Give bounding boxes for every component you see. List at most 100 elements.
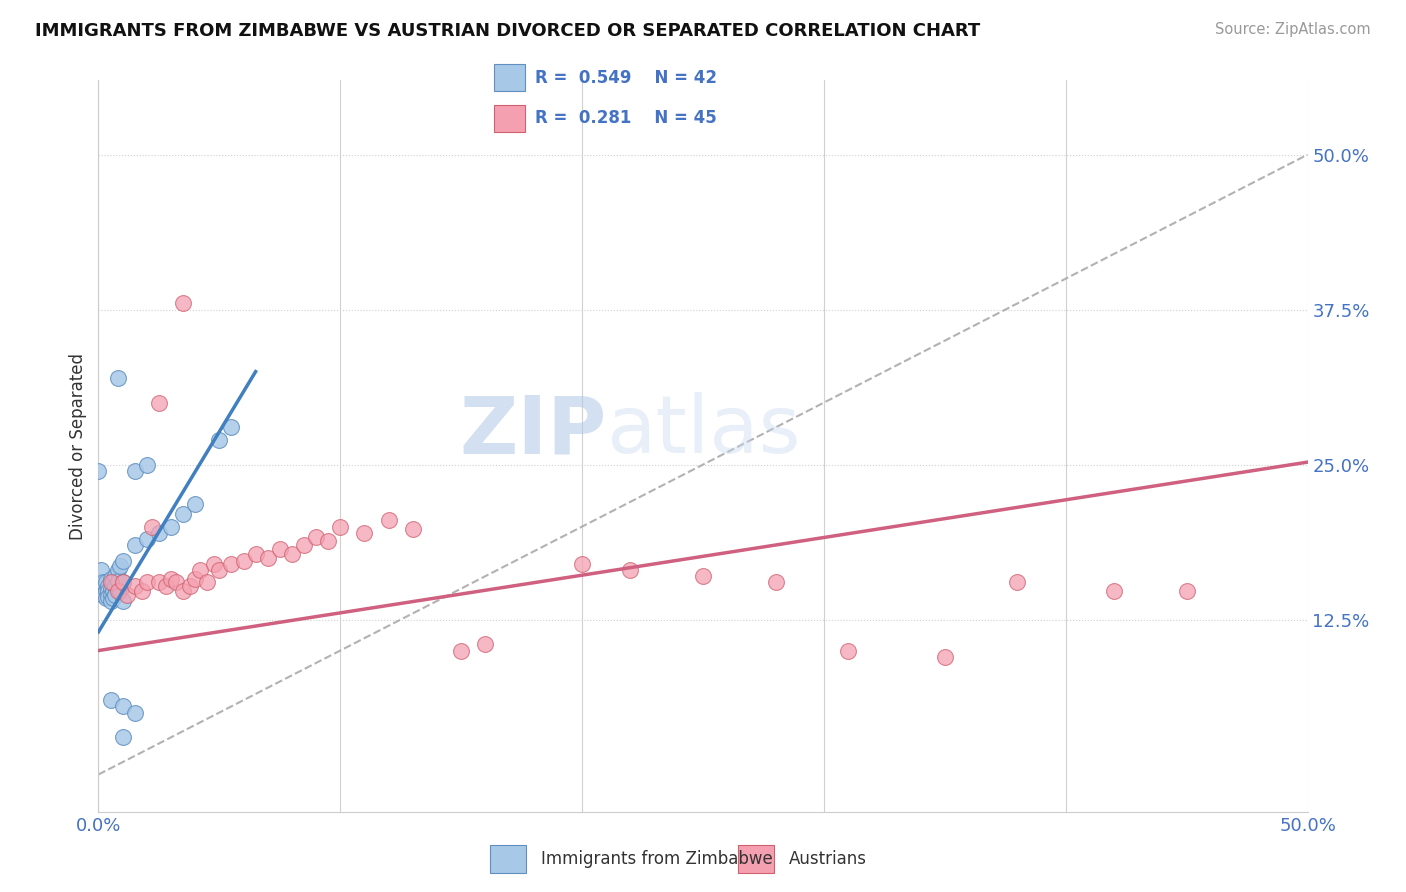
Text: R =  0.549    N = 42: R = 0.549 N = 42 — [534, 69, 717, 87]
Point — [94, 575, 117, 590]
Point — [107, 574, 129, 588]
Point — [221, 420, 243, 434]
Point — [281, 547, 304, 561]
Point — [256, 550, 278, 565]
Text: R =  0.281    N = 45: R = 0.281 N = 45 — [534, 109, 716, 127]
Point — [104, 588, 127, 602]
Point — [111, 554, 134, 568]
Point — [124, 464, 146, 478]
Point — [124, 579, 146, 593]
Text: IMMIGRANTS FROM ZIMBABWE VS AUSTRIAN DIVORCED OR SEPARATED CORRELATION CHART: IMMIGRANTS FROM ZIMBABWE VS AUSTRIAN DIV… — [35, 22, 980, 40]
Point — [165, 575, 187, 590]
Point — [87, 464, 110, 478]
Point — [148, 575, 170, 590]
Bar — [491, 845, 526, 872]
Bar — [738, 845, 773, 872]
Point — [94, 584, 117, 599]
Point — [245, 547, 267, 561]
Point — [208, 563, 231, 577]
Point — [377, 513, 399, 527]
Point — [141, 519, 163, 533]
Point — [765, 575, 787, 590]
Point — [91, 575, 114, 590]
Point — [148, 395, 170, 409]
Point — [100, 575, 122, 590]
Point — [1102, 584, 1125, 599]
Point — [571, 557, 593, 571]
Point — [135, 575, 157, 590]
Point — [204, 557, 226, 571]
Point — [111, 699, 134, 714]
Point — [108, 559, 131, 574]
Point — [160, 519, 183, 533]
Point — [131, 584, 153, 599]
Bar — [495, 64, 526, 91]
Point — [184, 572, 207, 586]
Point — [104, 569, 127, 583]
Point — [104, 579, 127, 593]
Point — [195, 575, 218, 590]
Point — [155, 579, 177, 593]
Point — [160, 572, 183, 586]
Text: ZIP: ZIP — [458, 392, 606, 470]
Point — [101, 584, 124, 599]
Point — [172, 507, 194, 521]
Point — [100, 582, 122, 596]
Point — [91, 588, 114, 602]
Text: Austrians: Austrians — [789, 849, 868, 868]
Point — [934, 649, 956, 664]
Point — [90, 563, 112, 577]
Point — [100, 594, 122, 608]
Point — [107, 371, 129, 385]
Point — [97, 579, 120, 593]
Point — [117, 588, 139, 602]
Point — [101, 575, 124, 590]
Point — [232, 554, 254, 568]
Point — [305, 529, 328, 543]
Bar — [495, 105, 526, 132]
Point — [179, 579, 201, 593]
Point — [107, 584, 129, 599]
Point — [619, 563, 641, 577]
Point — [172, 584, 194, 599]
Text: Immigrants from Zimbabwe: Immigrants from Zimbabwe — [541, 849, 773, 868]
Point — [94, 591, 117, 606]
Point — [402, 522, 425, 536]
Point — [1175, 584, 1198, 599]
Point — [269, 541, 291, 556]
Point — [329, 519, 352, 533]
Point — [111, 575, 134, 590]
Point — [135, 532, 157, 546]
Point — [111, 594, 134, 608]
Y-axis label: Divorced or Separated: Divorced or Separated — [69, 352, 87, 540]
Point — [107, 563, 129, 577]
Point — [97, 584, 120, 599]
Point — [100, 693, 122, 707]
Text: Source: ZipAtlas.com: Source: ZipAtlas.com — [1215, 22, 1371, 37]
Point — [111, 575, 134, 590]
Point — [188, 563, 211, 577]
Point — [221, 557, 243, 571]
Point — [108, 584, 131, 599]
Point — [450, 643, 472, 657]
Point — [316, 534, 339, 549]
Point — [208, 433, 231, 447]
Point — [124, 706, 146, 720]
Point — [101, 591, 124, 606]
Point — [692, 569, 714, 583]
Point — [135, 458, 157, 472]
Point — [124, 538, 146, 552]
Point — [837, 643, 859, 657]
Point — [184, 497, 207, 511]
Point — [100, 572, 122, 586]
Point — [353, 525, 375, 540]
Point — [474, 637, 496, 651]
Point — [148, 525, 170, 540]
Point — [292, 538, 315, 552]
Text: atlas: atlas — [606, 392, 800, 470]
Point — [111, 731, 134, 745]
Point — [97, 591, 120, 605]
Point — [1007, 575, 1029, 590]
Point — [100, 588, 122, 602]
Point — [172, 296, 194, 310]
